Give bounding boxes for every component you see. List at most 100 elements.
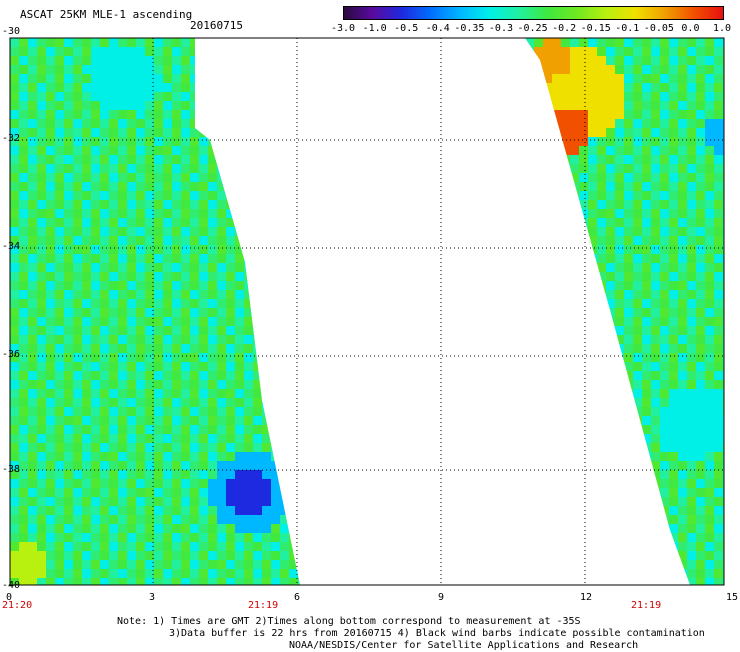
wind-cell <box>10 371 19 380</box>
wind-cell <box>642 515 651 524</box>
wind-cell <box>633 290 642 299</box>
wind-cell <box>253 74 262 83</box>
wind-cell <box>669 569 678 578</box>
wind-cell <box>271 65 280 74</box>
wind-cell <box>579 209 588 218</box>
wind-cell <box>660 254 669 263</box>
wind-cell <box>624 281 633 290</box>
wind-cell <box>46 146 55 155</box>
wind-cell <box>73 119 82 128</box>
wind-cell <box>82 452 91 461</box>
wind-cell <box>28 272 37 281</box>
wind-cell <box>82 218 91 227</box>
wind-cell <box>37 533 46 542</box>
wind-cell <box>561 380 570 389</box>
wind-cell <box>64 407 73 416</box>
wind-cell <box>271 83 280 92</box>
wind-cell <box>73 245 82 254</box>
wind-cell <box>271 290 280 299</box>
wind-cell <box>561 47 570 56</box>
wind-cell <box>678 398 687 407</box>
wind-cell <box>642 101 651 110</box>
wind-cell <box>271 461 280 470</box>
wind-cell <box>633 164 642 173</box>
wind-cell <box>705 191 714 200</box>
wind-cell <box>172 362 181 371</box>
wind-cell <box>669 506 678 515</box>
wind-cell <box>271 146 280 155</box>
wind-cell <box>226 407 235 416</box>
wind-cell <box>163 362 172 371</box>
wind-cell <box>226 515 235 524</box>
wind-cell <box>714 353 723 362</box>
wind-cell <box>543 416 552 425</box>
wind-cell <box>624 362 633 371</box>
wind-cell <box>127 326 136 335</box>
wind-cell <box>244 515 253 524</box>
wind-cell <box>262 353 271 362</box>
wind-cell <box>624 470 633 479</box>
wind-cell <box>651 452 660 461</box>
wind-cell <box>642 290 651 299</box>
wind-cell <box>534 209 543 218</box>
wind-cell <box>163 389 172 398</box>
wind-cell <box>705 524 714 533</box>
wind-cell <box>226 110 235 119</box>
wind-cell <box>145 65 154 74</box>
wind-cell <box>145 335 154 344</box>
wind-cell <box>136 263 145 272</box>
wind-cell <box>64 578 73 585</box>
wind-cell <box>271 452 280 461</box>
wind-cell <box>109 137 118 146</box>
wind-cell <box>552 560 561 569</box>
wind-cell <box>235 416 244 425</box>
wind-cell <box>163 74 172 83</box>
wind-cell <box>660 146 669 155</box>
wind-cell <box>642 407 651 416</box>
wind-cell <box>543 74 552 83</box>
wind-cell <box>714 371 723 380</box>
wind-cell <box>298 110 300 119</box>
y-tick-label: -38 <box>2 464 21 475</box>
wind-cell <box>181 308 190 317</box>
wind-cell <box>28 191 37 200</box>
wind-cell <box>678 452 687 461</box>
wind-cell <box>615 173 624 182</box>
wind-cell <box>154 389 163 398</box>
wind-cell <box>28 470 37 479</box>
wind-cell <box>570 173 579 182</box>
wind-cell <box>714 326 723 335</box>
wind-cell <box>10 236 19 245</box>
wind-cell <box>280 524 289 533</box>
wind-cell <box>534 569 543 578</box>
wind-cell <box>46 83 55 92</box>
x-tick-label: 15 <box>726 592 739 603</box>
wind-cell <box>561 56 570 65</box>
wind-cell <box>199 470 208 479</box>
wind-cell <box>244 317 253 326</box>
wind-cell <box>552 551 561 560</box>
wind-cell <box>199 317 208 326</box>
wind-cell <box>570 92 579 101</box>
wind-cell <box>298 578 300 585</box>
wind-cell <box>579 47 588 56</box>
wind-cell <box>660 155 669 164</box>
wind-cell <box>714 38 723 47</box>
wind-cell <box>534 173 543 182</box>
wind-cell <box>208 479 217 488</box>
wind-cell <box>624 389 633 398</box>
x-tick-label: 9 <box>438 592 445 603</box>
wind-cell <box>37 362 46 371</box>
wind-cell <box>19 110 28 119</box>
wind-cell <box>181 245 190 254</box>
wind-cell <box>253 344 262 353</box>
wind-cell <box>190 524 199 533</box>
wind-cell <box>235 398 244 407</box>
wind-cell <box>597 362 606 371</box>
wind-cell <box>163 173 172 182</box>
wind-cell <box>154 272 163 281</box>
wind-cell <box>633 398 642 407</box>
wind-cell <box>552 317 561 326</box>
wind-cell <box>100 38 109 47</box>
wind-cell <box>262 308 271 317</box>
